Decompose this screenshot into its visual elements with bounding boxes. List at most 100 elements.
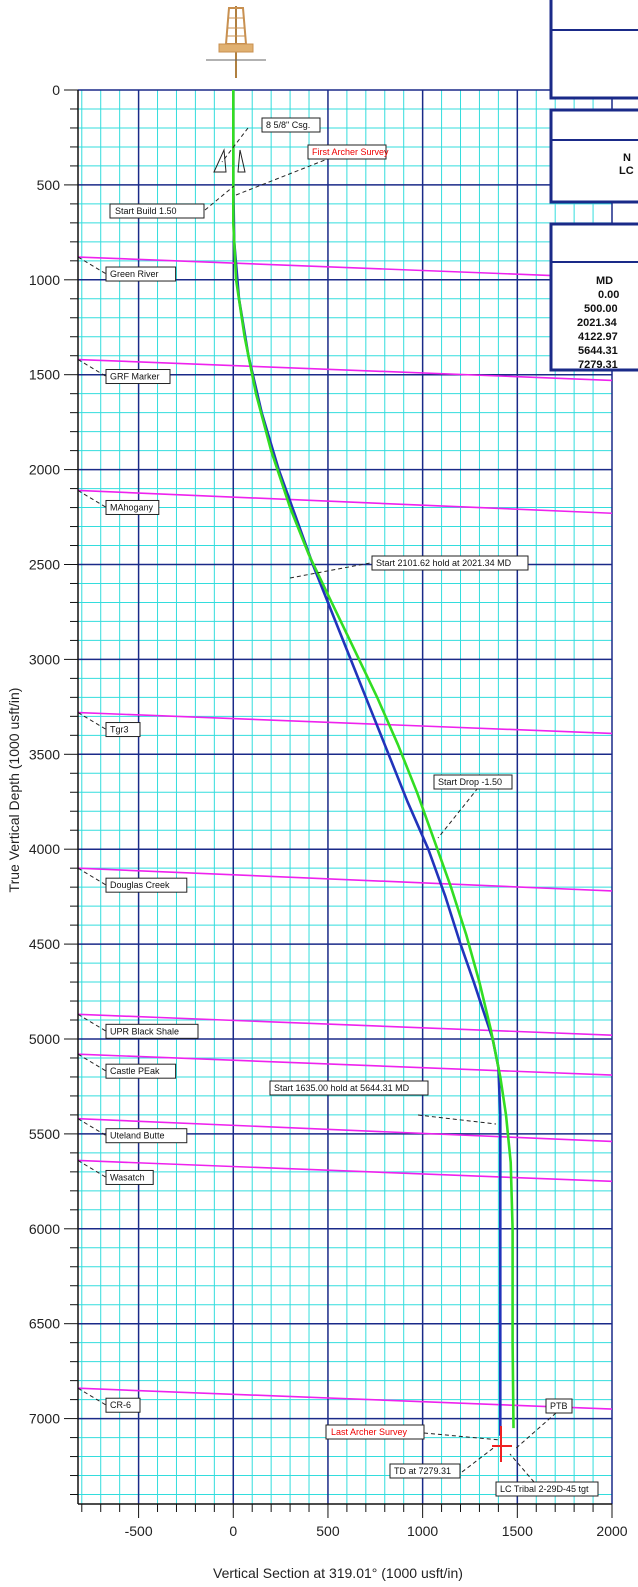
- y-tick-label: 5000: [29, 1031, 60, 1047]
- formation-line: [77, 1013, 613, 1036]
- formation-label-box: [105, 1023, 199, 1039]
- formation-label: GRF Marker: [110, 372, 160, 382]
- annotation-first-survey-label: First Archer Survey: [312, 147, 389, 157]
- annotation-csg: 8 5/8" Csg.: [213, 117, 321, 173]
- annotation-target-label: LC Tribal 2-29D-45 tgt: [500, 1484, 589, 1494]
- y-tick-label: 6500: [29, 1316, 60, 1332]
- formation-leader: [77, 359, 109, 378]
- formation-label: Uteland Butte: [110, 1131, 165, 1141]
- formation-lines: Green River GRF Marker MAhogany Tgr3 Douglas…: [77, 256, 613, 1413]
- formation-label: CR-6: [110, 1400, 131, 1410]
- y-tick-label: 4500: [29, 936, 60, 952]
- series-layer: [232, 90, 515, 1436]
- formation-leader: [77, 712, 109, 731]
- drilling-rig-icon: [206, 6, 266, 78]
- annotation-start-drop-label: Start Drop -1.50: [438, 777, 502, 787]
- formation-label-box: [105, 1397, 141, 1413]
- major-grid: [78, 89, 613, 1504]
- formation-leader: [77, 1387, 109, 1407]
- table-row-4: 4122.97: [578, 331, 618, 343]
- x-tick-label: 1500: [502, 1523, 533, 1539]
- formation-label-box: [105, 1063, 177, 1079]
- formation-leader: [77, 1013, 109, 1033]
- table-header-md: MD: [596, 275, 613, 287]
- formation-label: Tgr3: [110, 725, 129, 735]
- table-row-3: 2021.34: [577, 317, 618, 329]
- x-tick-label: -500: [125, 1523, 153, 1539]
- annotation-csg-label: 8 5/8" Csg.: [266, 120, 310, 130]
- formation-label: Wasatch: [110, 1172, 145, 1182]
- y-tick-label: 2000: [29, 462, 60, 478]
- td-marker-icon: [492, 1426, 512, 1462]
- y-tick-label: 7000: [29, 1411, 60, 1427]
- formation-leader: [77, 867, 109, 887]
- table-row-5: 5644.31: [578, 345, 618, 357]
- formation-label-box: [105, 877, 188, 893]
- y-tick-label: 1000: [29, 272, 60, 288]
- table-partial-text-1: N: [623, 152, 631, 164]
- formation-label: Green River: [110, 269, 159, 279]
- y-tick-label: 1500: [29, 367, 60, 383]
- annotation-target: LC Tribal 2-29D-45 tgt: [495, 1453, 599, 1497]
- y-tick-label: 5500: [29, 1126, 60, 1142]
- formation-line: [77, 1387, 613, 1410]
- formation-label-box: [105, 722, 141, 738]
- annotation-start-build: Start Build 1.50: [109, 185, 235, 219]
- annotation-start-build-label: Start Build 1.50: [115, 206, 177, 216]
- formation-leader: [77, 1118, 109, 1138]
- annotation-last-survey-label: Last Archer Survey: [331, 1427, 408, 1437]
- formation-label-box: [105, 1128, 188, 1144]
- y-tick-label: 3000: [29, 651, 60, 667]
- x-tick-label: 2000: [596, 1523, 627, 1539]
- x-tick-label: 500: [316, 1523, 340, 1539]
- formation-line: [77, 1159, 613, 1183]
- x-axis-title: Vertical Section at 319.01° (1000 usft/i…: [213, 1565, 463, 1581]
- formation-label: Douglas Creek: [110, 880, 170, 890]
- formation-line: [77, 711, 613, 735]
- y-tick-label: 6000: [29, 1221, 60, 1237]
- x-tick-label: 0: [229, 1523, 237, 1539]
- y-tick-label: 3500: [29, 746, 60, 762]
- formation-leader: [77, 256, 109, 276]
- formation-label-box: [105, 266, 177, 282]
- annotation-start-hold-2: Start 1635.00 hold at 5644.31 MD: [269, 1080, 497, 1125]
- annotation-start-drop: Start Drop -1.50: [433, 774, 513, 839]
- formation-line: [77, 1117, 613, 1143]
- annotation-start-hold-2-label: Start 1635.00 hold at 5644.31 MD: [274, 1083, 410, 1093]
- formation-leader: [77, 1160, 109, 1179]
- table-partial-text-2: LC: [619, 165, 634, 177]
- formation-label-box: [105, 1169, 154, 1185]
- annotation-last-survey: Last Archer Survey: [325, 1424, 501, 1441]
- series-line-1: [232, 90, 515, 1429]
- annotation-ptb: PTB: [513, 1398, 573, 1451]
- formation-label-box: [105, 499, 160, 515]
- formation-label: MAhogany: [110, 502, 154, 512]
- y-tick-label: 0: [52, 82, 60, 98]
- well-plan-table: N LC MD 0.00 500.00 2021.34 4122.97 5644…: [549, 0, 638, 372]
- y-tick-label: 2500: [29, 556, 60, 572]
- formation-label-box: [105, 369, 171, 385]
- annotation-td: TD at 7279.31: [389, 1445, 497, 1479]
- formation-label: Castle PEak: [110, 1066, 160, 1076]
- x-tick-label: 1000: [407, 1523, 438, 1539]
- y-tick-label: 500: [37, 177, 61, 193]
- annotation-ptb-label: PTB: [550, 1401, 568, 1411]
- formation-line: [77, 256, 613, 279]
- annotation-start-hold-1-label: Start 2101.62 hold at 2021.34 MD: [376, 558, 512, 568]
- table-row-2: 500.00: [584, 303, 618, 315]
- formation-line: [77, 867, 613, 892]
- y-axis-title: True Vertical Depth (1000 usft/in): [6, 688, 22, 893]
- annotation-start-hold-1: Start 2101.62 hold at 2021.34 MD: [289, 555, 529, 579]
- table-row-6: 7279.31: [578, 359, 618, 371]
- formation-line: [77, 489, 613, 515]
- formation-leader: [77, 1053, 109, 1073]
- formation-label: UPR Black Shale: [110, 1026, 179, 1036]
- axes: 0500100015002000250030003500400045005000…: [29, 82, 628, 1539]
- formation-line: [77, 358, 613, 382]
- annotation-layer: 8 5/8" Csg. First Archer Survey Start Bu…: [109, 117, 599, 1497]
- formation-line: [77, 1053, 613, 1076]
- formation-leader: [77, 490, 109, 509]
- minor-grid: [78, 90, 612, 1504]
- annotation-first-survey: First Archer Survey: [235, 144, 389, 196]
